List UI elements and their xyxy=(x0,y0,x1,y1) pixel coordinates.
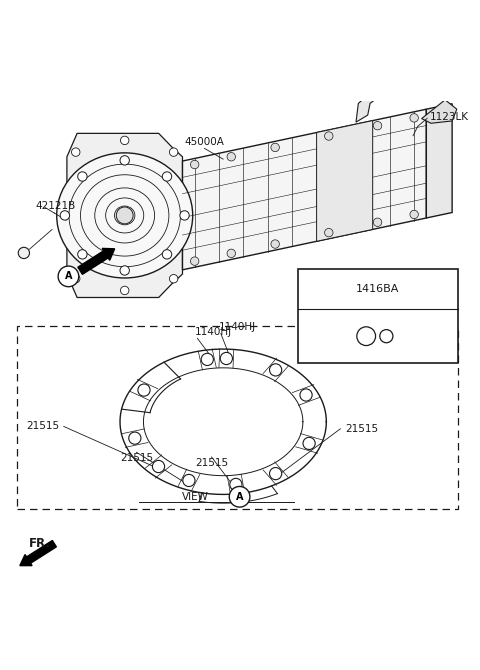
Circle shape xyxy=(394,68,401,75)
Text: 1140HJ: 1140HJ xyxy=(218,322,256,332)
Circle shape xyxy=(129,432,141,444)
Circle shape xyxy=(191,160,199,169)
Circle shape xyxy=(162,250,172,259)
Polygon shape xyxy=(426,104,452,218)
Circle shape xyxy=(357,327,375,346)
Circle shape xyxy=(138,384,150,396)
Circle shape xyxy=(303,438,315,450)
Text: 21515: 21515 xyxy=(195,458,228,468)
Circle shape xyxy=(227,249,236,257)
Circle shape xyxy=(120,136,129,145)
Circle shape xyxy=(410,210,419,218)
Text: 1416BA: 1416BA xyxy=(356,284,400,294)
Circle shape xyxy=(270,364,282,376)
Circle shape xyxy=(18,247,29,259)
FancyArrow shape xyxy=(20,541,56,565)
Circle shape xyxy=(229,486,250,507)
Text: FR.: FR. xyxy=(29,537,50,550)
Circle shape xyxy=(191,257,199,265)
Text: 45000A: 45000A xyxy=(184,137,224,147)
Circle shape xyxy=(78,250,87,259)
Circle shape xyxy=(120,266,130,275)
Text: 21515: 21515 xyxy=(345,424,378,433)
Circle shape xyxy=(162,172,172,181)
Circle shape xyxy=(116,207,133,224)
Ellipse shape xyxy=(57,153,192,278)
Circle shape xyxy=(180,211,189,220)
Circle shape xyxy=(153,460,165,472)
Circle shape xyxy=(324,132,333,140)
Text: 1123LK: 1123LK xyxy=(430,112,468,122)
Circle shape xyxy=(227,153,236,161)
Text: 21515: 21515 xyxy=(26,421,59,431)
Circle shape xyxy=(373,121,382,130)
Text: A: A xyxy=(236,492,243,502)
Circle shape xyxy=(271,240,279,249)
Circle shape xyxy=(271,143,279,151)
FancyArrow shape xyxy=(78,249,115,274)
Polygon shape xyxy=(421,100,457,123)
Circle shape xyxy=(60,211,70,220)
Circle shape xyxy=(120,286,129,295)
Text: A: A xyxy=(65,271,72,281)
Circle shape xyxy=(201,353,214,366)
Circle shape xyxy=(373,218,382,226)
Polygon shape xyxy=(67,133,182,297)
Circle shape xyxy=(169,148,178,156)
Text: 42121B: 42121B xyxy=(36,201,76,211)
Circle shape xyxy=(410,114,419,122)
Circle shape xyxy=(72,148,80,156)
Circle shape xyxy=(324,228,333,237)
Circle shape xyxy=(169,275,178,283)
Polygon shape xyxy=(182,109,426,270)
Text: VIEW: VIEW xyxy=(182,492,209,502)
Bar xyxy=(17,326,457,509)
Circle shape xyxy=(58,266,79,287)
Polygon shape xyxy=(356,80,396,122)
Circle shape xyxy=(380,330,393,343)
Circle shape xyxy=(78,172,87,181)
Text: 21515: 21515 xyxy=(120,453,153,463)
Circle shape xyxy=(270,468,282,480)
Text: 1140HJ: 1140HJ xyxy=(195,328,232,337)
Circle shape xyxy=(230,478,242,490)
Circle shape xyxy=(72,275,80,283)
Polygon shape xyxy=(317,121,372,241)
Circle shape xyxy=(120,155,130,165)
Bar xyxy=(298,269,457,363)
Circle shape xyxy=(183,474,195,486)
Circle shape xyxy=(220,352,232,364)
Circle shape xyxy=(300,389,312,401)
